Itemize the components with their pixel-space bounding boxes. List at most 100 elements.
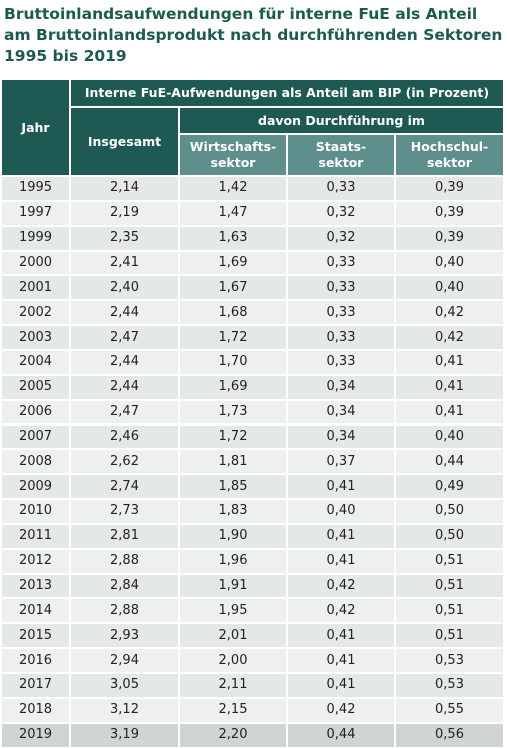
value-cell: 0,41: [288, 674, 394, 697]
year-cell: 2015: [2, 624, 69, 648]
value-cell: 1,72: [180, 326, 286, 349]
value-cell: 0,51: [396, 549, 503, 573]
value-cell: 0,41: [288, 624, 394, 648]
value-cell: 0,51: [396, 574, 503, 598]
value-cell: 0,32: [288, 201, 394, 225]
year-cell: 2006: [2, 400, 69, 424]
value-cell: 2,19: [71, 201, 178, 225]
value-cell: 1,96: [180, 549, 286, 573]
value-cell: 1,68: [180, 301, 286, 325]
value-cell: 2,15: [180, 698, 286, 722]
value-cell: 2,88: [71, 549, 178, 573]
value-cell: 0,44: [396, 450, 503, 474]
year-cell: 2019: [2, 723, 69, 747]
value-cell: 2,47: [71, 326, 178, 349]
value-cell: 2,00: [180, 649, 286, 672]
value-cell: 0,39: [396, 201, 503, 225]
value-cell: 3,05: [71, 674, 178, 697]
value-cell: 0,49: [396, 475, 503, 499]
value-cell: 0,37: [288, 450, 394, 474]
year-cell: 1995: [2, 177, 69, 200]
header-group: Interne FuE-Aufwendungen als Anteil am B…: [71, 80, 503, 106]
value-cell: 0,41: [396, 350, 503, 374]
value-cell: 2,74: [71, 475, 178, 499]
value-cell: 1,85: [180, 475, 286, 499]
value-cell: 1,72: [180, 425, 286, 449]
value-cell: 2,47: [71, 400, 178, 424]
year-cell: 2012: [2, 549, 69, 573]
year-cell: 2004: [2, 350, 69, 374]
year-cell: 2003: [2, 326, 69, 349]
value-cell: 2,20: [180, 723, 286, 747]
year-cell: 2016: [2, 649, 69, 672]
header-sector-line: sektor: [210, 155, 256, 170]
value-cell: 2,41: [71, 251, 178, 275]
value-cell: 0,42: [288, 698, 394, 722]
value-cell: 2,93: [71, 624, 178, 648]
value-cell: 1,63: [180, 226, 286, 250]
value-cell: 3,12: [71, 698, 178, 722]
value-cell: 0,33: [288, 251, 394, 275]
value-cell: 0,34: [288, 375, 394, 399]
title-line: 1995 bis 2019: [4, 47, 127, 65]
value-cell: 0,33: [288, 276, 394, 300]
value-cell: 1,69: [180, 251, 286, 275]
year-cell: 2009: [2, 475, 69, 499]
header-sector: Hochschul-sektor: [396, 135, 503, 175]
year-cell: 1999: [2, 226, 69, 250]
value-cell: 0,40: [396, 276, 503, 300]
value-cell: 0,34: [288, 400, 394, 424]
value-cell: 0,41: [288, 475, 394, 499]
header-sector-line: sektor: [318, 155, 364, 170]
value-cell: 2,11: [180, 674, 286, 697]
year-cell: 2014: [2, 599, 69, 623]
header-sector: Staats-sektor: [288, 135, 394, 175]
value-cell: 1,70: [180, 350, 286, 374]
value-cell: 0,51: [396, 624, 503, 648]
value-cell: 1,69: [180, 375, 286, 399]
value-cell: 2,14: [71, 177, 178, 200]
header-sector-line: Wirtschafts-: [189, 139, 277, 154]
year-cell: 2000: [2, 251, 69, 275]
header-insgesamt: Insgesamt: [71, 108, 178, 175]
value-cell: 0,41: [396, 400, 503, 424]
header-sector-line: Staats-: [315, 139, 367, 154]
value-cell: 1,91: [180, 574, 286, 598]
title-line: Bruttoinlandsaufwendungen für interne Fu…: [4, 5, 478, 23]
value-cell: 1,95: [180, 599, 286, 623]
value-cell: 1,67: [180, 276, 286, 300]
value-cell: 0,33: [288, 350, 394, 374]
value-cell: 0,34: [288, 425, 394, 449]
value-cell: 2,40: [71, 276, 178, 300]
year-cell: 2018: [2, 698, 69, 722]
value-cell: 0,40: [396, 425, 503, 449]
value-cell: 2,44: [71, 301, 178, 325]
value-cell: 0,32: [288, 226, 394, 250]
year-cell: 2007: [2, 425, 69, 449]
value-cell: 1,81: [180, 450, 286, 474]
value-cell: 0,50: [396, 524, 503, 548]
value-cell: 0,42: [396, 301, 503, 325]
value-cell: 0,33: [288, 326, 394, 349]
value-cell: 0,41: [288, 524, 394, 548]
year-cell: 2011: [2, 524, 69, 548]
year-cell: 2005: [2, 375, 69, 399]
value-cell: 3,19: [71, 723, 178, 747]
year-cell: 2010: [2, 500, 69, 523]
value-cell: 0,53: [396, 649, 503, 672]
header-davon: davon Durchführung im: [180, 108, 503, 133]
value-cell: 2,84: [71, 574, 178, 598]
value-cell: 2,46: [71, 425, 178, 449]
value-cell: 0,50: [396, 500, 503, 523]
value-cell: 0,42: [396, 326, 503, 349]
value-cell: 0,55: [396, 698, 503, 722]
value-cell: 2,88: [71, 599, 178, 623]
value-cell: 2,35: [71, 226, 178, 250]
header-jahr: Jahr: [2, 80, 69, 175]
value-cell: 0,33: [288, 301, 394, 325]
year-cell: 2002: [2, 301, 69, 325]
value-cell: 2,62: [71, 450, 178, 474]
value-cell: 0,40: [396, 251, 503, 275]
value-cell: 0,42: [288, 599, 394, 623]
